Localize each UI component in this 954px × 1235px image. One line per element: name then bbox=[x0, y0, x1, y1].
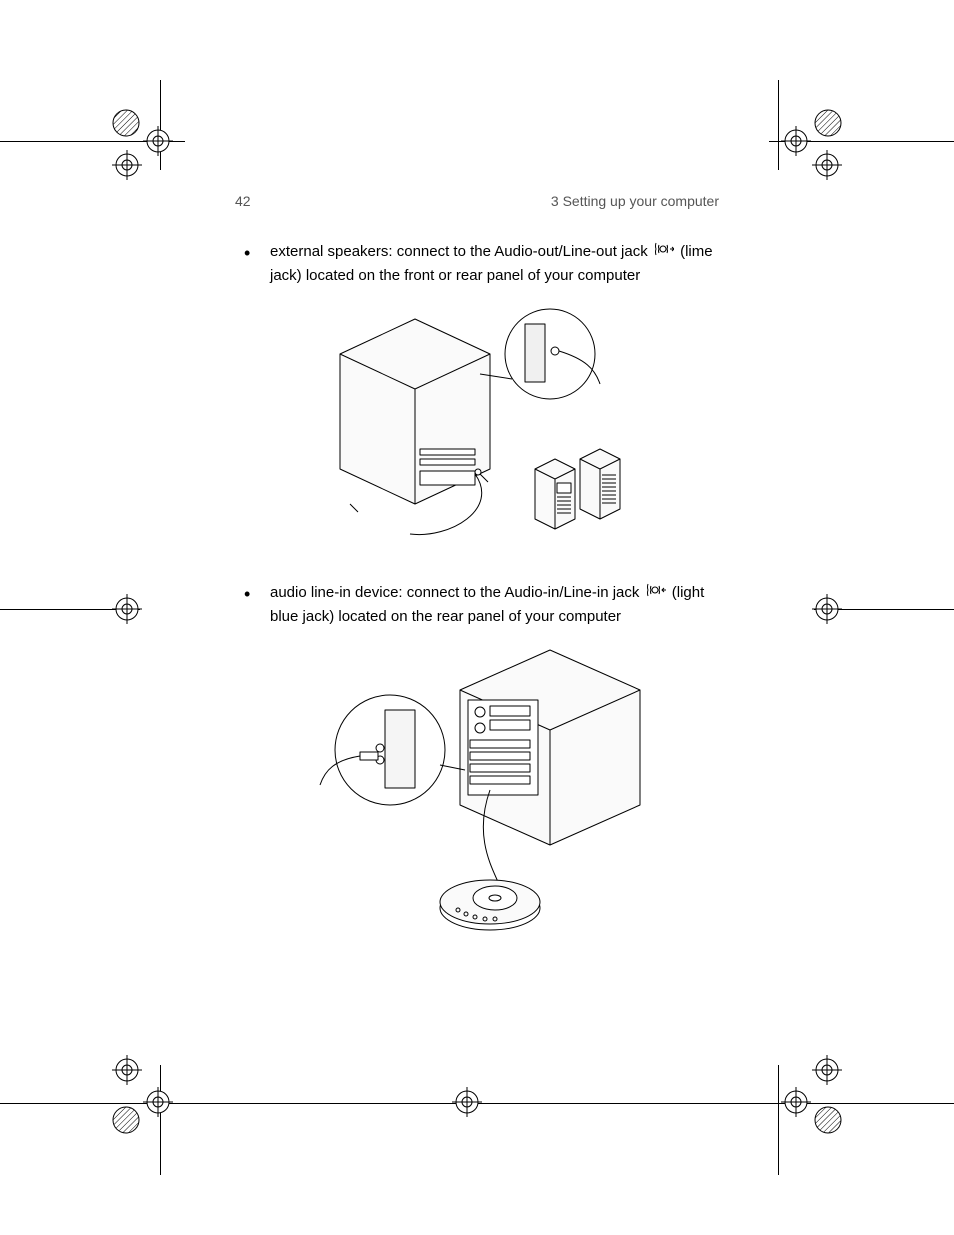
crosshair-icon bbox=[812, 150, 842, 180]
speakers-illustration bbox=[240, 299, 719, 559]
document-page: 42 3 Setting up your computer external s… bbox=[0, 0, 954, 1235]
registration-mark-icon bbox=[778, 103, 848, 173]
crop-line bbox=[0, 141, 185, 142]
bullet-item: external speakers: connect to the Audio-… bbox=[240, 240, 719, 287]
page-content: external speakers: connect to the Audio-… bbox=[240, 240, 719, 962]
crosshair-icon bbox=[112, 150, 142, 180]
audio-in-icon bbox=[646, 581, 666, 604]
crosshair-icon bbox=[112, 1055, 142, 1085]
crosshair-icon bbox=[812, 1055, 842, 1085]
crop-line bbox=[0, 609, 140, 610]
bullet-text-lead: external speakers: connect to the Audio-… bbox=[270, 243, 652, 260]
crop-line bbox=[0, 1103, 954, 1104]
crop-line bbox=[814, 609, 954, 610]
crosshair-icon bbox=[452, 1087, 482, 1117]
page-header: 42 3 Setting up your computer bbox=[235, 193, 719, 209]
audio-out-icon bbox=[654, 240, 674, 263]
crop-line bbox=[778, 1065, 779, 1175]
crop-line bbox=[769, 141, 954, 142]
registration-mark-icon bbox=[106, 103, 176, 173]
bullet-item: audio line-in device: connect to the Aud… bbox=[240, 581, 719, 628]
chapter-title: 3 Setting up your computer bbox=[551, 193, 719, 209]
crop-line bbox=[160, 1065, 161, 1175]
registration-mark-icon bbox=[106, 1070, 176, 1140]
page-number: 42 bbox=[235, 193, 251, 209]
crop-line bbox=[778, 80, 779, 170]
registration-mark-icon bbox=[778, 1070, 848, 1140]
bullet-text-lead: audio line-in device: connect to the Aud… bbox=[270, 584, 644, 601]
crop-line bbox=[160, 80, 161, 170]
line-in-illustration bbox=[240, 640, 719, 940]
